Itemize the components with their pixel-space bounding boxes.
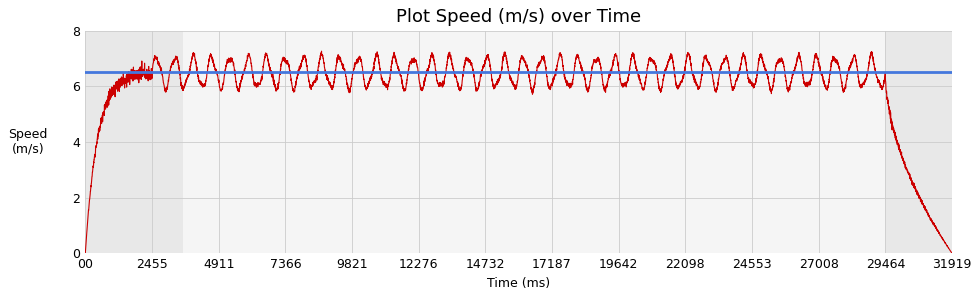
Bar	[885, 31, 952, 253]
Bar	[85, 31, 183, 253]
X-axis label: Time (ms): Time (ms)	[487, 277, 550, 290]
Y-axis label: Speed
(m/s): Speed (m/s)	[9, 128, 48, 156]
Title: Plot Speed (m/s) over Time: Plot Speed (m/s) over Time	[396, 8, 641, 26]
Bar	[183, 31, 885, 253]
